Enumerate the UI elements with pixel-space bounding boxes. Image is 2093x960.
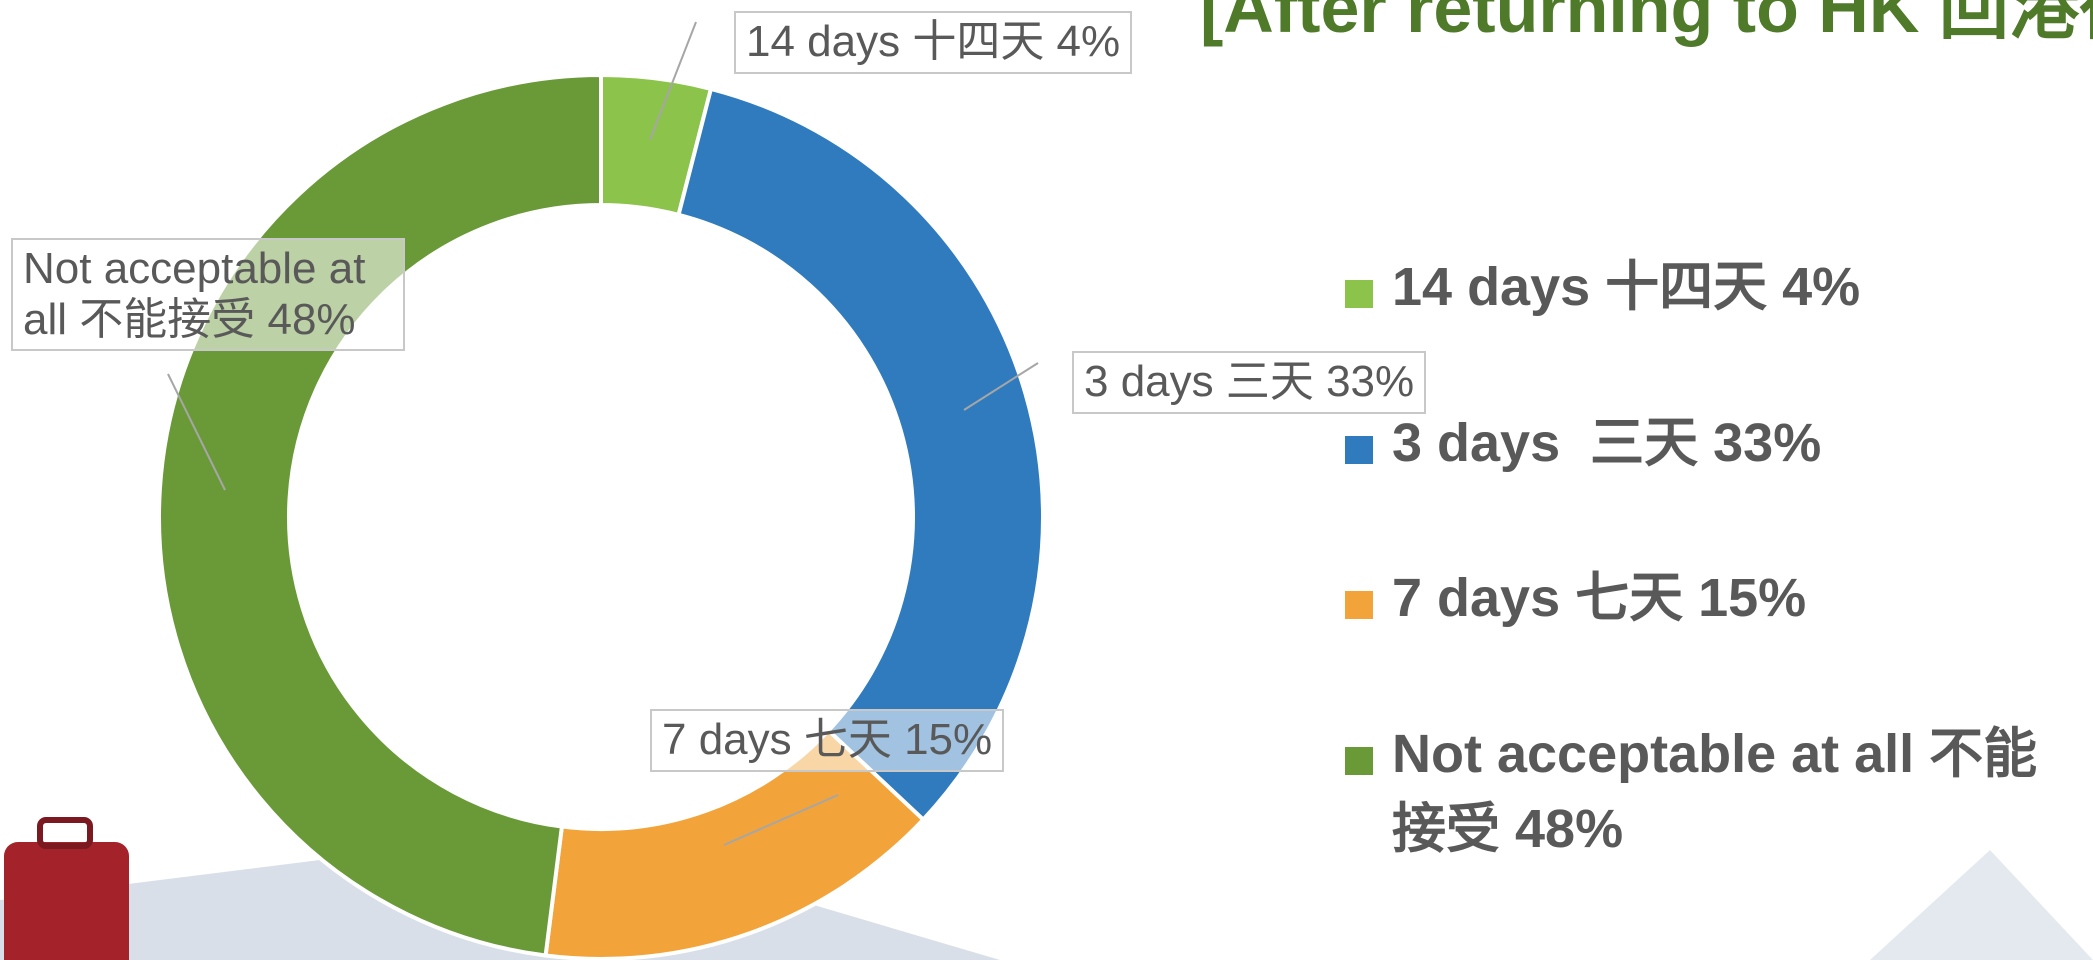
- legend-item: 3 days 三天 33%: [1345, 406, 2085, 482]
- slice: [157, 72, 603, 958]
- leader-line: [723, 794, 839, 846]
- legend-item: 14 days 十四天 4%: [1345, 250, 2085, 326]
- legend-item: 7 days 七天 15%: [1345, 561, 2085, 637]
- data-label: 14 days 十四天 4%: [734, 11, 1133, 74]
- legend-label: 3 days 三天 33%: [1392, 412, 1822, 473]
- legend-label: 14 days 十四天 4%: [1392, 257, 1861, 317]
- slice: [676, 86, 1045, 823]
- leader-line: [649, 21, 697, 141]
- data-label: Not acceptable at all 不能接受 48%: [11, 238, 405, 352]
- suitcase-decoration: [4, 842, 129, 960]
- legend-swatch: [1345, 591, 1373, 620]
- legend-label: Not acceptable at all 不能接受 48%: [1392, 723, 2038, 860]
- leader-line: [963, 362, 1039, 411]
- chart-title: [After returning to HK 回港後]: [1200, 0, 2093, 47]
- data-label: 7 days 七天 15%: [650, 709, 1005, 772]
- legend-swatch: [1345, 435, 1373, 464]
- data-label: 3 days 三天 33%: [1072, 351, 1427, 414]
- suitcase-handle: [37, 817, 93, 849]
- legend: 14 days 十四天 4% 3 days 三天 33% 7 days 七天 15%…: [1345, 250, 2085, 948]
- legend-label: 7 days 七天 15%: [1392, 568, 1807, 629]
- legend-swatch: [1345, 746, 1373, 775]
- leader-line: [167, 373, 226, 491]
- legend-swatch: [1345, 280, 1373, 308]
- legend-item: Not acceptable at all 不能接受 48%: [1345, 717, 2085, 868]
- sail-decoration: [1870, 850, 2093, 960]
